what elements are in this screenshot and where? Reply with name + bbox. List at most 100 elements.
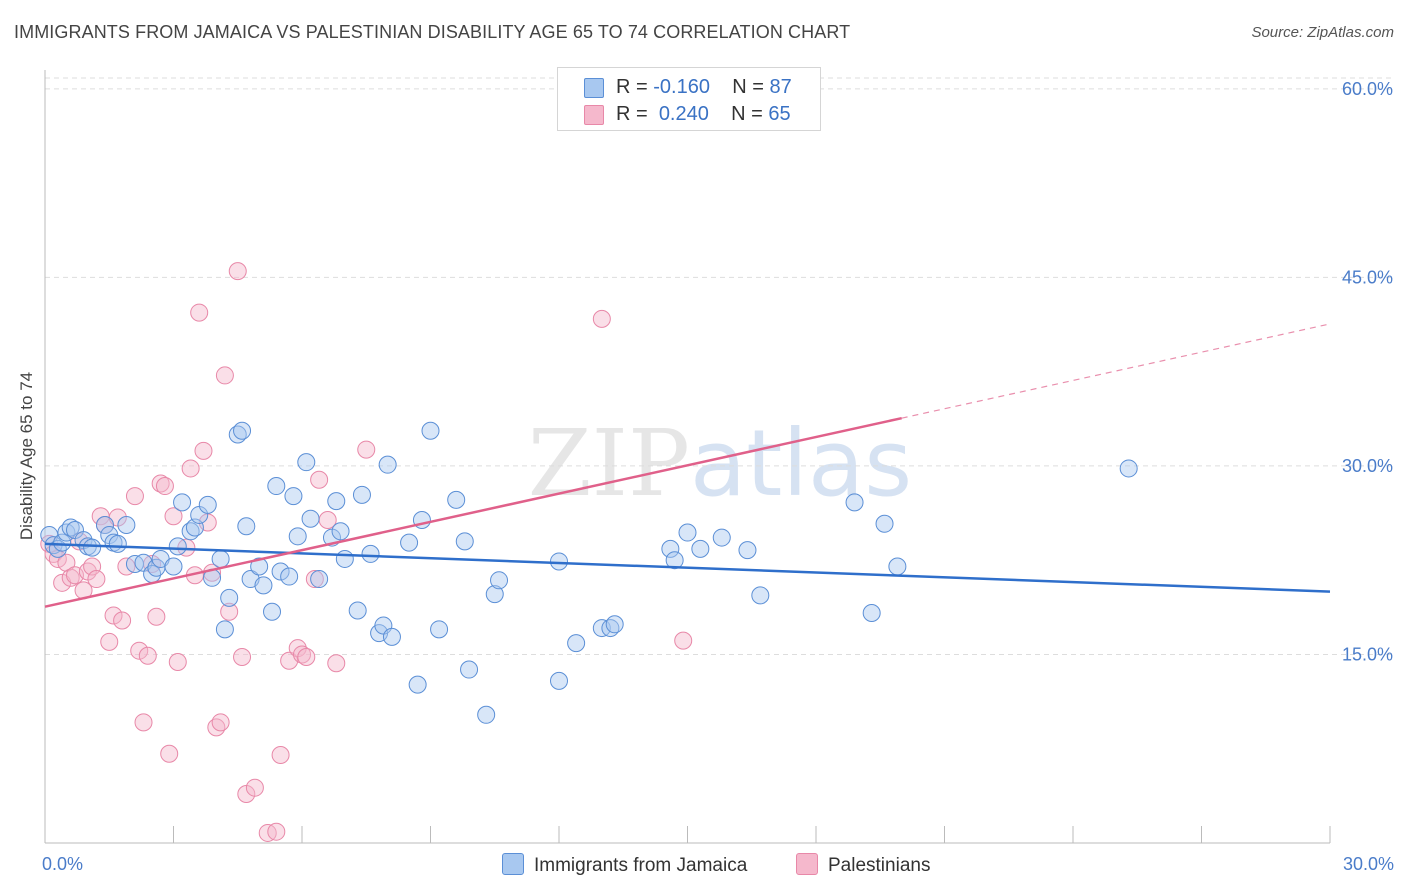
correlation-stats-box: R = -0.160 N = 87 R = 0.240 N = 65 xyxy=(557,67,821,131)
jamaica-trend-line xyxy=(44,542,1331,593)
r-label: R = xyxy=(616,103,648,125)
jamaica-point xyxy=(271,562,290,581)
jamaica-point xyxy=(605,615,624,634)
jamaica-legend-swatch xyxy=(502,853,524,875)
x-tick-label: 30.0% xyxy=(1343,854,1394,874)
jamaica-point xyxy=(83,538,102,557)
palestinians-legend-swatch xyxy=(796,853,818,875)
palestinians-point xyxy=(674,631,693,650)
palestinians-point xyxy=(155,477,174,496)
jamaica-point xyxy=(301,509,320,528)
legend-item-jamaica[interactable]: Immigrants from Jamaica xyxy=(502,853,747,877)
n-label: N = xyxy=(732,76,764,98)
jamaica-point xyxy=(862,603,881,622)
jamaica-point xyxy=(712,528,731,547)
jamaica-point xyxy=(284,487,303,506)
palestinians-point xyxy=(190,303,209,322)
jamaica-point xyxy=(550,671,568,690)
jamaica-point xyxy=(678,523,697,542)
jamaica-point xyxy=(567,634,586,653)
jamaica-point xyxy=(751,586,770,605)
legend-label: Palestinians xyxy=(828,855,931,876)
palestinians-point xyxy=(245,778,264,797)
jamaica-point xyxy=(310,570,329,589)
jamaica-point xyxy=(254,576,273,595)
jamaica-point xyxy=(117,516,136,535)
palestinians-point xyxy=(168,653,187,672)
palestinians-point xyxy=(57,553,76,572)
palestinians-point xyxy=(125,487,144,506)
y-tick-label: 60.0% xyxy=(1342,79,1393,99)
jamaica-point xyxy=(211,549,230,568)
palestinians-point xyxy=(164,507,183,526)
jamaica-point xyxy=(875,514,894,533)
jamaica-point xyxy=(430,620,449,639)
y-tick-label: 30.0% xyxy=(1342,456,1393,476)
y-tick-label: 15.0% xyxy=(1342,644,1393,664)
palestinians-point xyxy=(147,607,166,626)
palestinians-point xyxy=(134,713,153,732)
palestinians-point xyxy=(130,641,149,660)
jamaica-point xyxy=(95,516,114,535)
jamaica-point xyxy=(335,549,354,568)
palestinians-point xyxy=(138,646,157,665)
palestinians-points xyxy=(40,262,693,842)
palestinians-trend-extension xyxy=(901,323,1331,419)
legend-item-palestinians[interactable]: Palestinians xyxy=(796,853,930,877)
jamaica-point xyxy=(280,567,299,586)
r-value: -0.160 xyxy=(653,76,710,98)
jamaica-point xyxy=(447,490,466,509)
jamaica-point xyxy=(361,544,380,563)
n-label: N = xyxy=(731,103,763,125)
palestinians-point xyxy=(297,647,316,666)
jamaica-point xyxy=(845,493,864,512)
jamaica-point xyxy=(215,620,234,639)
palestinians-point xyxy=(228,262,247,281)
jamaica-point xyxy=(263,602,282,621)
jamaica-point xyxy=(888,557,907,576)
r-value: 0.240 xyxy=(658,103,709,125)
jamaica-point xyxy=(477,705,496,724)
trend-lines xyxy=(44,323,1331,608)
watermark: ZIPatlas xyxy=(528,410,913,517)
palestinians-point xyxy=(100,632,119,651)
palestinians-point xyxy=(181,459,200,478)
r-label: R = xyxy=(616,76,648,98)
jamaica-point xyxy=(168,537,187,556)
chart-title: IMMIGRANTS FROM JAMAICA VS PALESTINIAN D… xyxy=(14,22,851,42)
jamaica-point xyxy=(400,533,419,552)
jamaica-point xyxy=(421,421,440,440)
palestinians-point xyxy=(87,570,106,589)
jamaica-point xyxy=(408,675,427,694)
jamaica-point xyxy=(485,585,504,604)
y-tick-label: 45.0% xyxy=(1342,267,1393,287)
palestinians-point xyxy=(220,602,239,621)
palestinians-point xyxy=(310,470,329,489)
palestinians-point xyxy=(194,441,213,460)
jamaica-point xyxy=(460,660,479,679)
legend-label: Immigrants from Jamaica xyxy=(534,855,748,876)
palestinians-point xyxy=(327,654,346,673)
jamaica-point xyxy=(164,557,183,576)
jamaica-points xyxy=(40,421,1138,724)
palestinians-point xyxy=(104,606,123,625)
palestinians-point xyxy=(305,570,324,589)
jamaica-point xyxy=(198,495,217,514)
jamaica-point xyxy=(250,557,269,576)
palestinians-point xyxy=(357,440,376,459)
jamaica-point xyxy=(297,453,316,472)
jamaica-point xyxy=(550,552,568,571)
palestinians-point xyxy=(113,611,132,630)
jamaica-point xyxy=(288,527,307,546)
jamaica-point xyxy=(382,627,401,646)
jamaica-point xyxy=(348,601,367,620)
jamaica-point xyxy=(455,532,474,551)
jamaica-point xyxy=(237,517,256,536)
jamaica-point xyxy=(267,477,286,496)
jamaica-point xyxy=(661,539,680,558)
jamaica-point xyxy=(490,571,509,590)
palestinians-point xyxy=(271,746,290,765)
palestinians-swatch xyxy=(584,105,604,125)
jamaica-point xyxy=(173,493,192,512)
